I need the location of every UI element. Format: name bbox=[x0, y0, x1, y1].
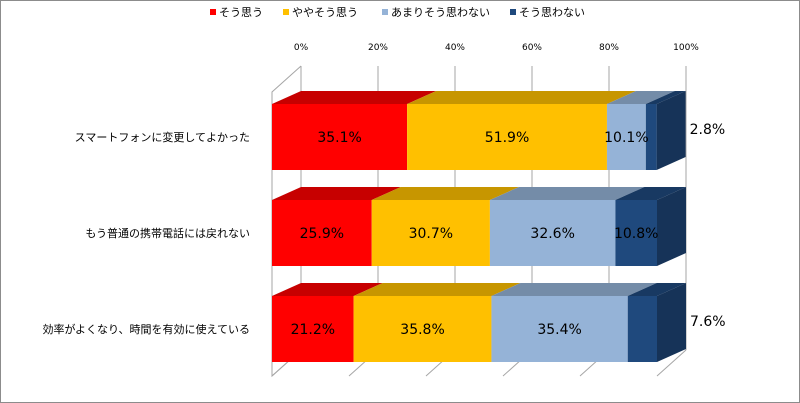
data-label: 10.1% bbox=[604, 130, 648, 146]
data-label: 2.8% bbox=[690, 122, 726, 138]
data-label: 32.6% bbox=[530, 226, 574, 242]
data-label: 35.1% bbox=[317, 130, 361, 146]
legend-swatch bbox=[510, 9, 516, 15]
x-tick-label: 80% bbox=[599, 43, 619, 53]
data-label: 21.2% bbox=[291, 322, 335, 338]
bar-segment bbox=[272, 296, 354, 362]
legend-swatch bbox=[283, 9, 289, 15]
category-label: 効率がよくなり、時間を有効に使えている bbox=[43, 322, 250, 336]
bar-segment bbox=[272, 200, 372, 266]
floor-gridline bbox=[656, 349, 687, 377]
bar-segment bbox=[606, 104, 646, 170]
bar-top-face bbox=[491, 283, 657, 296]
bar-top-face bbox=[371, 187, 519, 200]
bar-segment bbox=[407, 104, 607, 170]
category-label: もう普通の携帯電話には戻れない bbox=[85, 226, 250, 240]
data-label: 25.9% bbox=[300, 226, 344, 242]
data-label: 30.7% bbox=[409, 226, 453, 242]
legend-swatch bbox=[382, 9, 388, 15]
bar-segment bbox=[353, 296, 492, 362]
bar-segment bbox=[615, 200, 657, 266]
legend-label: そう思う bbox=[219, 6, 263, 19]
bar-end-face bbox=[657, 283, 686, 362]
category-label: スマートフォンに変更してよかった bbox=[75, 130, 250, 144]
x-tick-label: 60% bbox=[522, 43, 542, 53]
data-label: 51.9% bbox=[485, 130, 529, 146]
bar-segment bbox=[371, 200, 490, 266]
bar-segment bbox=[645, 104, 657, 170]
bar-top-face bbox=[615, 187, 686, 200]
bar-end-face bbox=[657, 187, 686, 266]
bar-top-face bbox=[645, 91, 686, 104]
legend-label: そう思わない bbox=[519, 6, 585, 19]
bar-top-face bbox=[272, 91, 437, 104]
bar-segment bbox=[272, 104, 408, 170]
bar-segment bbox=[627, 296, 657, 362]
bar-top-face bbox=[489, 187, 645, 200]
x-tick-label: 100% bbox=[673, 43, 699, 53]
bar-top-face bbox=[272, 187, 401, 200]
data-label: 10.8% bbox=[614, 226, 658, 242]
data-label: 35.4% bbox=[537, 322, 581, 338]
bar-top-face bbox=[272, 283, 383, 296]
data-label: 7.6% bbox=[690, 314, 726, 330]
bar-segment bbox=[489, 200, 616, 266]
bar-top-face bbox=[353, 283, 521, 296]
bar-segment bbox=[491, 296, 628, 362]
legend-swatch bbox=[210, 9, 216, 15]
legend-label: あまりそう思わない bbox=[391, 6, 490, 19]
x-tick-label: 40% bbox=[445, 43, 465, 53]
bar-top-face bbox=[606, 91, 675, 104]
x-tick-label: 0% bbox=[294, 43, 309, 53]
legend-label: ややそう思う bbox=[292, 6, 358, 19]
bar-top-face bbox=[627, 283, 686, 296]
data-label: 35.8% bbox=[400, 322, 444, 338]
bar-end-face bbox=[656, 91, 686, 170]
x-tick-label: 20% bbox=[368, 43, 388, 53]
bar-top-face bbox=[407, 91, 636, 104]
